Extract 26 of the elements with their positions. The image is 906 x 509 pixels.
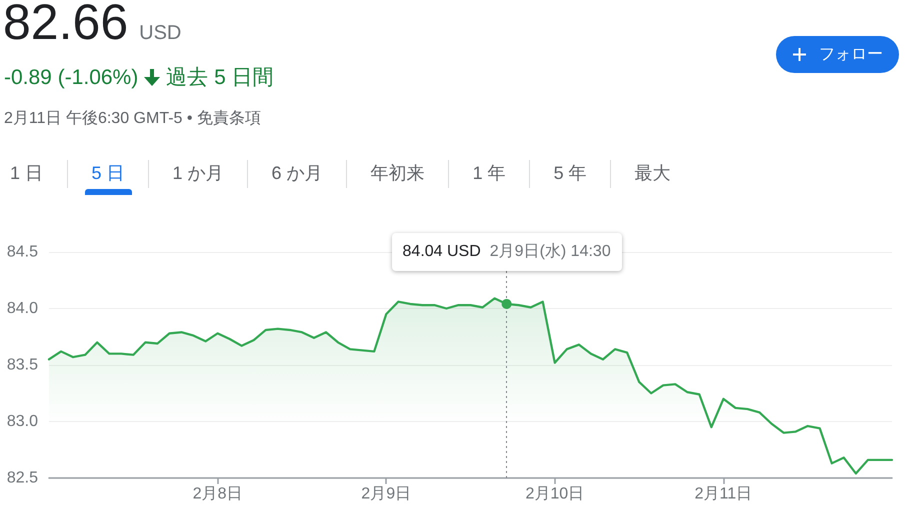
y-tick-label: 83.0 — [6, 413, 38, 430]
annotation: 2月9日(水) 14:30 — [490, 243, 611, 260]
text: 5 日 — [92, 163, 125, 183]
y-tick-label: 83.5 — [6, 356, 38, 374]
y-tick-label: 82.5 — [6, 470, 38, 486]
annotation: 84.04 USD — [402, 243, 481, 260]
text: USD — [139, 22, 182, 44]
text: 1 か月 — [172, 163, 224, 183]
text: 最大 — [634, 163, 671, 183]
text: 5 年 — [554, 163, 587, 183]
text: 2月11日 午後6:30 GMT-5 • 免責条項 — [4, 110, 261, 127]
text: 1 年 — [472, 163, 506, 183]
text: 6 か月 — [272, 163, 323, 183]
text: 1 日 — [10, 163, 44, 183]
chart-title: 82.66 — [3, 0, 128, 50]
x-tick-label: 2月11日 — [694, 486, 752, 502]
x-tick-label: 2月10日 — [525, 486, 584, 502]
y-tick-label: 84.5 — [6, 244, 38, 260]
tooltip: 84.04 USD 2月9日(水) 14:30 — [392, 233, 622, 271]
chart-subtitle: -0.89 (-1.06%) — [4, 66, 138, 89]
follow-button: フォロー — [776, 36, 899, 73]
text: 過去 5 日間 — [166, 66, 274, 89]
y-tick-label: 84.0 — [6, 300, 38, 317]
text: 年初来 — [370, 163, 425, 183]
x-tick-label: 2月8日 — [192, 486, 242, 502]
x-tick-label: 2月9日 — [361, 486, 412, 502]
